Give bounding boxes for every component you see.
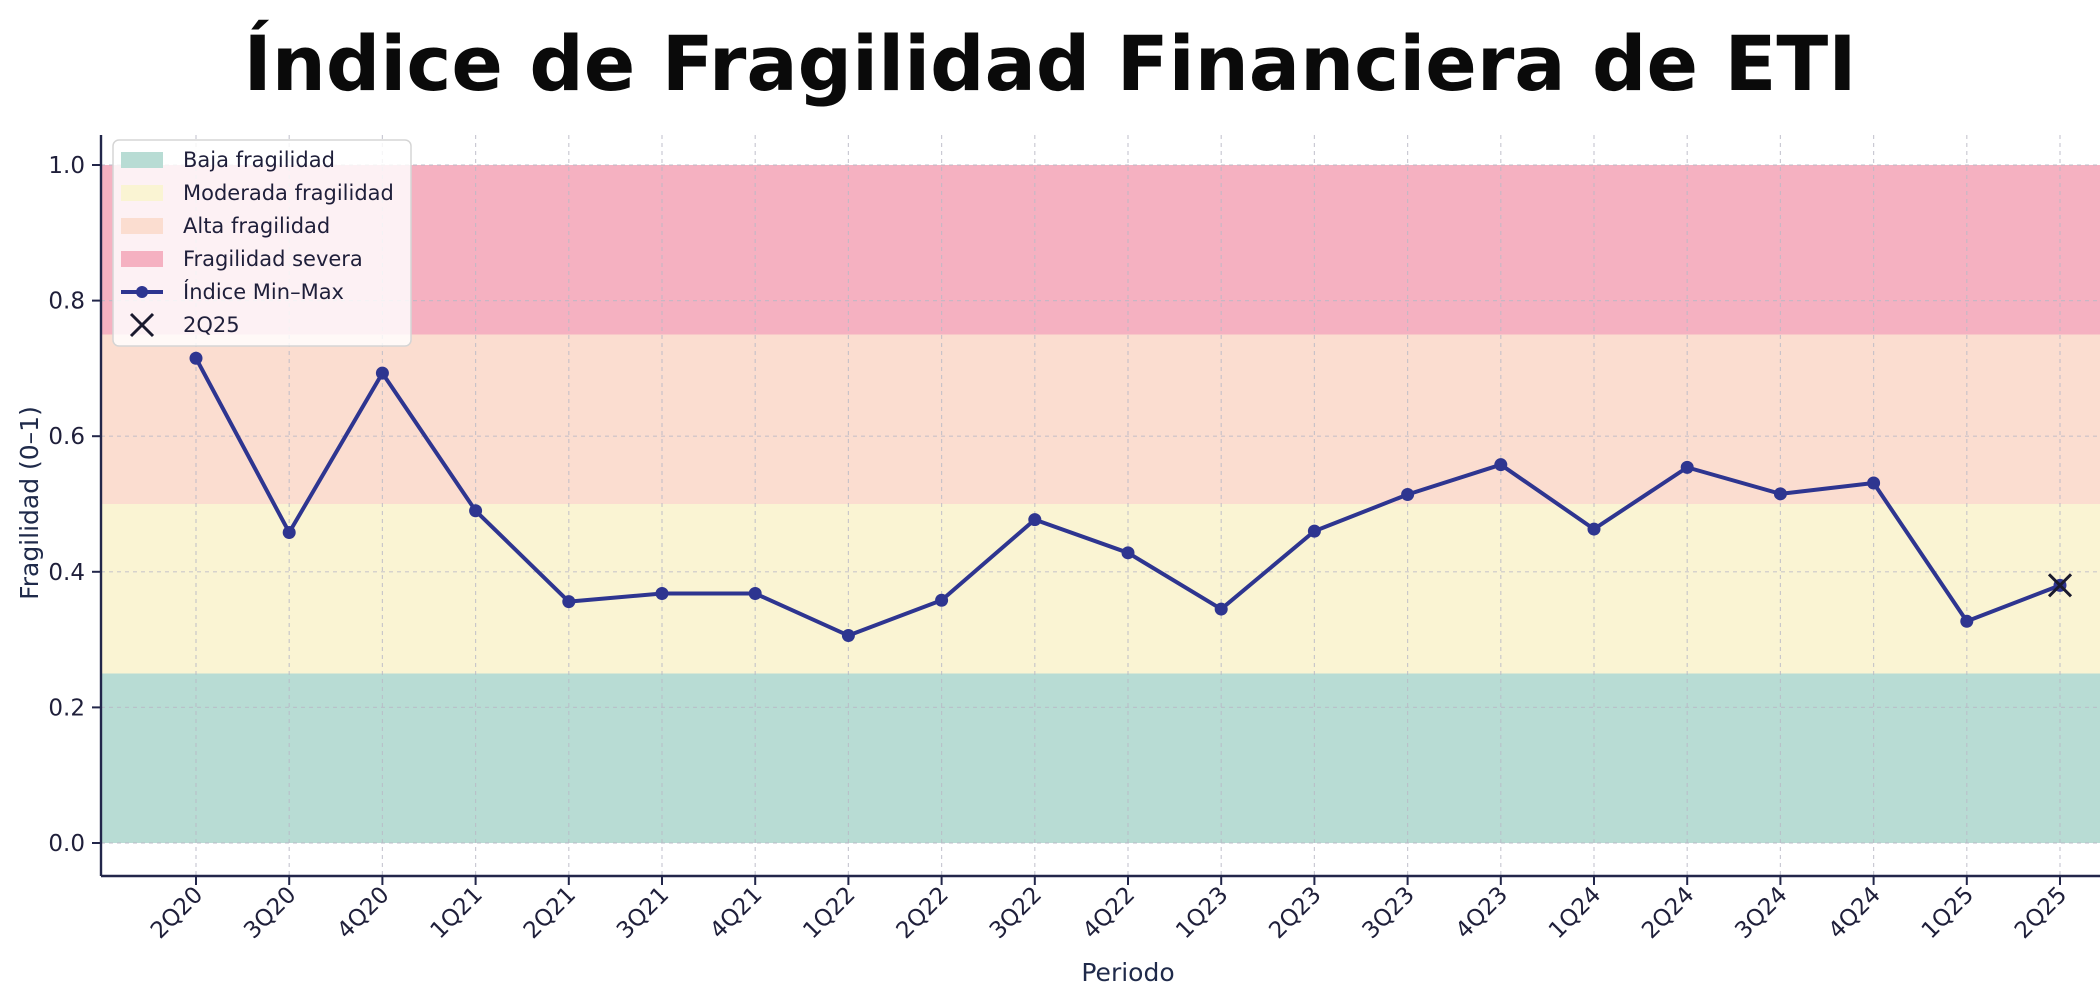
grid-layer	[101, 135, 2100, 876]
x-tick-label: 2Q24	[1637, 882, 1699, 944]
x-tick-label: 1Q22	[798, 882, 860, 944]
data-point-1Q23	[1214, 602, 1228, 616]
data-point-4Q23	[1494, 458, 1508, 472]
data-point-4Q20	[375, 366, 389, 380]
x-tick-label: 4Q24	[1824, 882, 1886, 944]
data-point-3Q20	[282, 525, 296, 539]
data-point-1Q25	[1960, 614, 1974, 628]
x-tick-label: 4Q22	[1078, 882, 1140, 944]
y-tick-label: 0.6	[48, 424, 85, 450]
data-point-4Q24	[1867, 476, 1881, 490]
y-tick-label: 0.8	[48, 289, 85, 315]
x-tick-label: 1Q23	[1171, 882, 1233, 944]
x-tick-label: 4Q20	[332, 882, 394, 944]
chart-title: Índice de Fragilidad Financiera de ETI	[243, 19, 1857, 108]
x-tick-label: 2Q21	[519, 882, 581, 944]
data-point-4Q21	[748, 586, 762, 600]
x-tick-label: 1Q21	[426, 882, 488, 944]
legend-swatch	[121, 152, 163, 168]
x-tick-label: 3Q22	[985, 882, 1047, 944]
legend-item: Moderada fragilidad	[121, 181, 394, 205]
y-tick-label: 1.0	[48, 153, 85, 179]
data-point-2Q23	[1307, 524, 1321, 538]
legend-label: 2Q25	[183, 313, 240, 337]
data-point-3Q21	[655, 586, 669, 600]
x-tick-label: 2Q23	[1264, 882, 1326, 944]
highlight-marker	[2047, 573, 2073, 598]
data-point-2Q21	[562, 595, 576, 609]
legend-label: Alta fragilidad	[183, 214, 330, 238]
legend-label: Moderada fragilidad	[183, 181, 394, 205]
x-tick-label: 3Q24	[1730, 882, 1792, 944]
band-4	[101, 165, 2100, 335]
band-1	[101, 673, 2100, 843]
x-tick-label: 1Q24	[1544, 882, 1606, 944]
band-2	[101, 504, 2100, 674]
x-tick-label: 2Q22	[892, 882, 954, 944]
legend-label: Índice Min–Max	[183, 279, 344, 304]
data-point-1Q24	[1587, 522, 1601, 536]
legend-label: Fragilidad severa	[183, 247, 363, 271]
data-point-3Q22	[1028, 513, 1042, 527]
y-axis-label: Fragilidad (0–1)	[15, 406, 44, 600]
legend-item: Índice Min–Max	[121, 279, 344, 304]
x-tick-label: 4Q21	[705, 882, 767, 944]
legend-item: Alta fragilidad	[121, 214, 330, 238]
data-point-3Q23	[1401, 488, 1415, 502]
legend-swatch	[121, 218, 163, 234]
bands-layer	[101, 165, 2100, 843]
legend-item: 2Q25	[129, 312, 240, 338]
data-point-2Q22	[935, 593, 949, 607]
x-tick-label: 1Q25	[1917, 882, 1979, 944]
data-point-1Q22	[841, 629, 855, 643]
data-point-4Q22	[1121, 546, 1135, 560]
legend: Baja fragilidad Moderada fragilidad Alta f…	[112, 139, 412, 347]
legend-item: Baja fragilidad	[121, 148, 335, 172]
x-tick-label: 4Q23	[1451, 882, 1513, 944]
x-tick-label: 3Q21	[612, 882, 674, 944]
x-tick-label: 3Q20	[239, 882, 301, 944]
x-tick-label: 2Q25	[2010, 882, 2072, 944]
legend-label: Baja fragilidad	[183, 148, 335, 172]
data-point-3Q24	[1773, 487, 1787, 501]
series-layer	[189, 351, 2073, 643]
x-tick-label: 3Q23	[1358, 882, 1420, 944]
y-tick-label: 0.0	[48, 831, 85, 857]
x-axis-label: Periodo	[1081, 958, 1174, 987]
legend-swatch	[121, 185, 163, 201]
legend-swatch	[121, 251, 163, 267]
data-point-1Q21	[469, 504, 483, 518]
data-point-2Q20	[189, 351, 203, 365]
legend-item: Fragilidad severa	[121, 247, 363, 271]
legend-box	[112, 139, 412, 347]
y-tick-label: 0.2	[48, 695, 85, 721]
y-tick-label: 0.4	[48, 560, 85, 586]
band-3	[101, 334, 2100, 504]
data-point-2Q24	[1680, 460, 1694, 474]
x-tick-label: 2Q20	[146, 882, 208, 944]
